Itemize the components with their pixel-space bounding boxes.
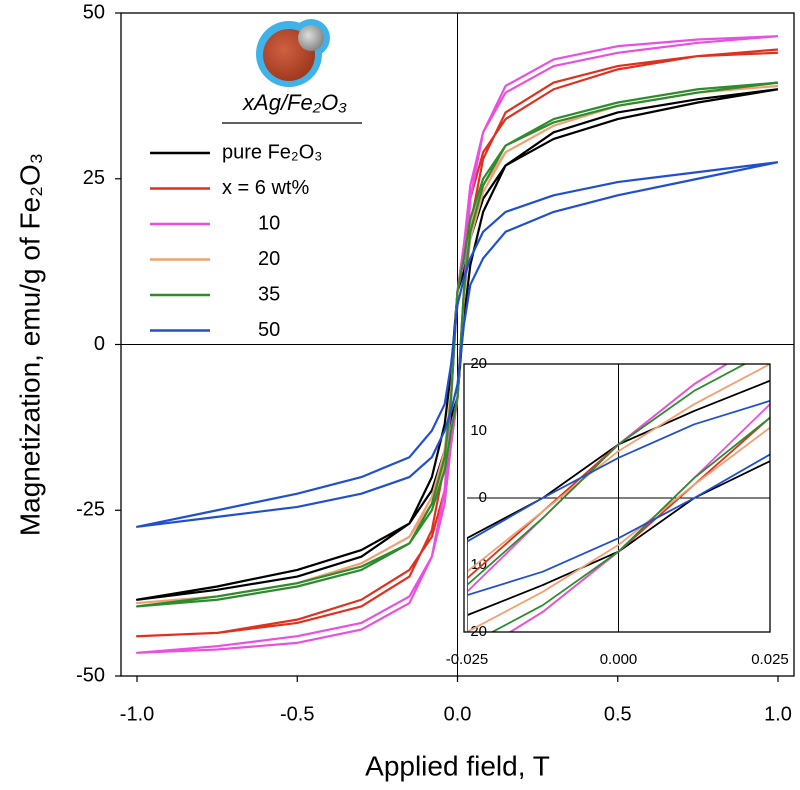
- legend-title: xAg/Fe₂O₃: [242, 90, 347, 115]
- y-tick-label: 0: [479, 489, 487, 506]
- plot-lines: [467, 364, 770, 632]
- series-line: [135, 81, 779, 608]
- plot-frame: [120, 12, 795, 677]
- series-line: [467, 399, 770, 597]
- x-axis-label: Applied field, T: [365, 750, 550, 781]
- legend-label: 35: [258, 283, 280, 305]
- legend-label: x = 6 wt%: [222, 177, 309, 199]
- plot-frame: [463, 363, 771, 633]
- y-tick-label: 10: [470, 422, 487, 439]
- x-tick-label: 0.025: [751, 651, 789, 668]
- x-tick-label: -0.5: [280, 703, 314, 725]
- x-tick-label: 0.5: [604, 703, 632, 725]
- x-tick-label: -1.0: [120, 703, 154, 725]
- x-tick-label: -0.025: [446, 651, 489, 668]
- legend-label: 10: [258, 212, 280, 234]
- y-axis-label: Magnetization, emu/g of Fe₂O₃: [14, 153, 45, 536]
- series-line: [135, 88, 779, 601]
- series-line: [135, 161, 779, 528]
- y-tick-label: 50: [83, 1, 105, 23]
- series-line: [135, 48, 779, 638]
- series-line: [467, 364, 770, 632]
- y-tick-label: -25: [76, 499, 105, 521]
- legend-label: pure Fe₂O₃: [222, 141, 322, 163]
- legend-label: 20: [258, 248, 280, 270]
- series-line: [135, 35, 779, 654]
- legend-label: 50: [258, 319, 280, 341]
- y-tick-label: 25: [83, 167, 105, 189]
- y-tick-label: -50: [76, 664, 105, 686]
- y-tick-label: 0: [94, 333, 105, 355]
- x-tick-label: 1.0: [764, 703, 792, 725]
- plot-lines: [135, 35, 779, 654]
- particle-icon: [256, 19, 330, 87]
- x-tick-label: 0.000: [600, 651, 638, 668]
- x-tick-label: 0.0: [444, 703, 472, 725]
